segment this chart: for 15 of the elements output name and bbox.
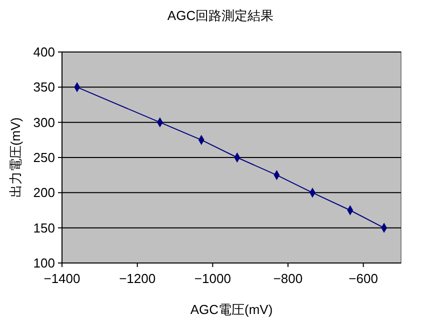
y-tick-label: 350 [33,80,55,95]
x-tick-label: −800 [273,271,303,286]
y-tick-label: 400 [33,44,55,60]
x-tick-label: −1000 [194,271,231,286]
x-tick-label: −1400 [44,271,80,286]
y-tick-label: 250 [33,150,55,166]
y-tick-label: 100 [33,256,55,271]
y-tick-label: 200 [33,185,55,200]
x-tick-label: −600 [348,271,378,286]
x-tick-label: −1200 [119,271,156,286]
x-axis-title: AGC電圧(mV) [190,302,273,317]
chart-title: AGC回路測定結果 [167,8,274,23]
y-tick-label: 150 [33,220,55,236]
y-tick-label: 300 [33,114,55,130]
y-axis-title: 出力電圧(mV) [8,117,23,198]
